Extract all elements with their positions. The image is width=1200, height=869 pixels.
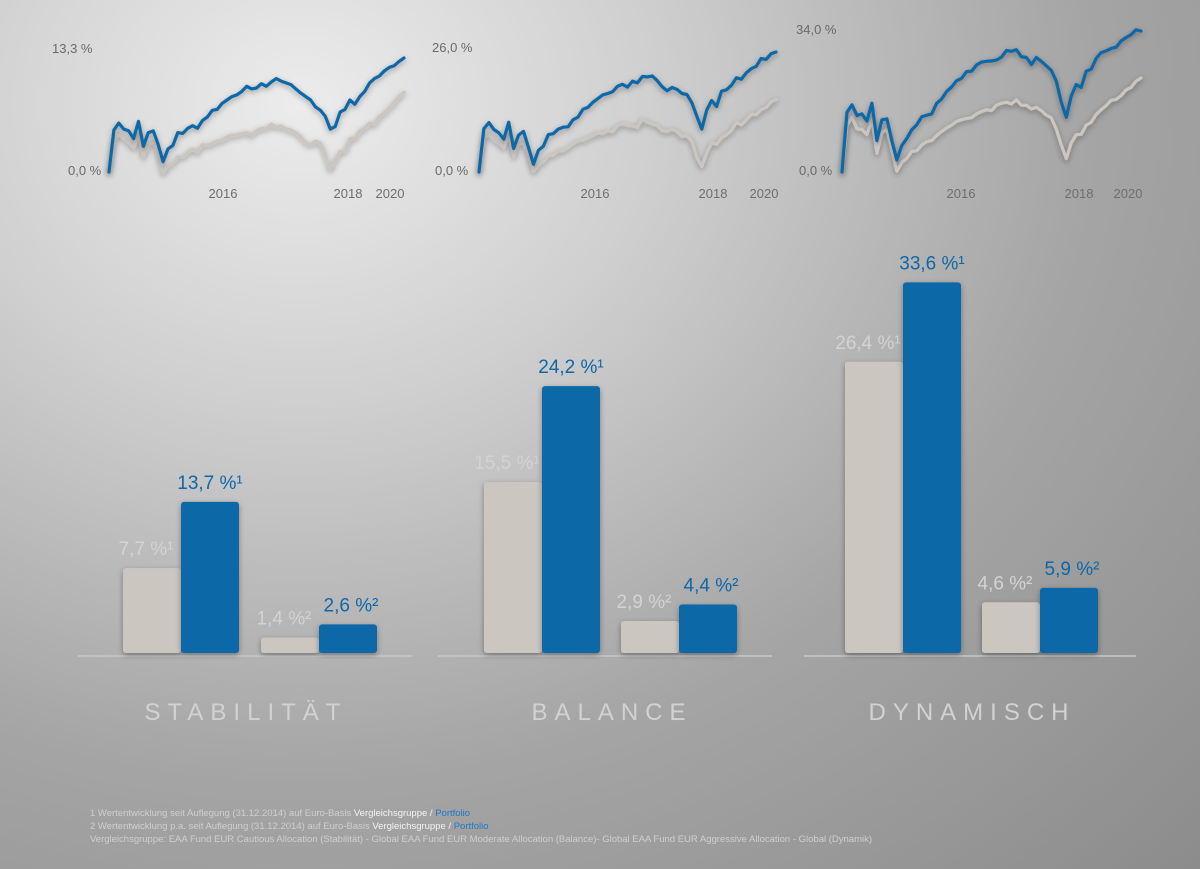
portfolio-bar bbox=[542, 386, 600, 653]
bar-value-label: 26,4 %¹ bbox=[835, 333, 900, 354]
footnote-1-portfolio: Portfolio bbox=[435, 808, 471, 819]
footnote-2: 2 Wertentwicklung p.a. seit Auflegung (3… bbox=[90, 820, 1150, 833]
portfolio-bar bbox=[181, 501, 239, 653]
y-label-max: 13,3 % bbox=[52, 41, 93, 56]
peer-group-bar bbox=[261, 637, 319, 653]
x-tick-label: 2020 bbox=[750, 186, 779, 201]
chart-1: 13,3 % 0,0 % 2016 2018 2020 7,7 %¹ 13,7 %¹ 1,4 … bbox=[52, 41, 412, 726]
x-tick-label: 2020 bbox=[376, 186, 405, 201]
x-tick-label: 2016 bbox=[581, 186, 610, 201]
bar-value-label: 13,7 %¹ bbox=[177, 473, 242, 494]
peer-group-line bbox=[477, 97, 778, 174]
chart-2: 26,0 % 0,0 % 2016 2018 2020 15,5 %¹ 24,2 %¹ 2,9… bbox=[432, 40, 778, 726]
peer-group-bar bbox=[621, 621, 679, 653]
portfolio-bar bbox=[1040, 587, 1098, 653]
bar-value-label: 33,6 %¹ bbox=[899, 253, 964, 274]
portfolio-line bbox=[840, 28, 1143, 174]
footnote-1-text: 1 Wertentwicklung seit Auflegung (31.12.… bbox=[90, 808, 354, 819]
footnote-3: Vergleichsgruppe: EAA Fund EUR Cautious … bbox=[90, 834, 873, 845]
group-label: BALANCE bbox=[531, 699, 692, 726]
footnote-2-sep: / bbox=[445, 821, 454, 832]
x-tick-label: 2020 bbox=[1114, 186, 1143, 201]
bar-value-label: 1,4 %² bbox=[257, 609, 312, 630]
bar-value-label: 2,6 %² bbox=[324, 595, 379, 616]
footnote-1-sep: / bbox=[427, 808, 436, 819]
bar-value-label: 2,9 %² bbox=[617, 592, 672, 613]
peer-group-bar bbox=[484, 482, 542, 653]
charts-layer: 13,3 % 0,0 % 2016 2018 2020 7,7 %¹ 13,7 %¹ 1,4 … bbox=[52, 22, 1143, 726]
x-tick-label: 2018 bbox=[334, 186, 363, 201]
bar-value-label: 24,2 %¹ bbox=[538, 357, 603, 378]
y-label-zero: 0,0 % bbox=[68, 163, 102, 178]
group-label: DYNAMISCH bbox=[868, 699, 1075, 726]
bar-value-label: 7,7 %¹ bbox=[119, 539, 174, 560]
footnote-1-peer: Vergleichsgruppe bbox=[353, 808, 428, 819]
y-label-zero: 0,0 % bbox=[799, 163, 833, 178]
footnote-2-text: 2 Wertentwicklung p.a. seit Auflegung (3… bbox=[90, 821, 373, 832]
x-tick-label: 2016 bbox=[947, 186, 976, 201]
peer-group-line bbox=[107, 90, 406, 175]
bar-value-label: 15,5 %¹ bbox=[474, 453, 539, 474]
portfolio-line bbox=[107, 56, 406, 174]
footnote-2-peer: Vergleichsgruppe bbox=[372, 821, 446, 832]
bar-value-label: 5,9 %² bbox=[1045, 559, 1100, 580]
chart-3: 34,0 % 0,0 % 2016 2018 2020 26,4 %¹ 33,6 %¹ 4,6… bbox=[796, 22, 1143, 726]
peer-group-bar bbox=[845, 361, 903, 653]
bar-value-label: 4,6 %² bbox=[978, 573, 1033, 594]
x-tick-label: 2016 bbox=[209, 186, 238, 201]
portfolio-bar bbox=[319, 624, 377, 653]
y-label-zero: 0,0 % bbox=[435, 163, 469, 178]
peer-group-bar bbox=[123, 568, 181, 653]
peer-group-bar bbox=[982, 602, 1040, 653]
peer-group-line bbox=[840, 76, 1143, 174]
portfolio-line bbox=[477, 50, 778, 174]
portfolio-bar bbox=[903, 282, 961, 653]
x-tick-label: 2018 bbox=[699, 186, 728, 201]
portfolio-bar bbox=[679, 604, 737, 653]
footnotes: 1 Wertentwicklung seit Auflegung (31.12.… bbox=[90, 807, 1150, 846]
group-label: STABILITÄT bbox=[145, 699, 348, 726]
footnote-1: 1 Wertentwicklung seit Auflegung (31.12.… bbox=[90, 807, 1150, 820]
bar-value-label: 4,4 %² bbox=[684, 575, 739, 596]
footnote-2-portfolio: Portfolio bbox=[453, 821, 489, 832]
x-tick-label: 2018 bbox=[1065, 186, 1094, 201]
y-label-max: 34,0 % bbox=[796, 22, 837, 37]
y-label-max: 26,0 % bbox=[432, 40, 473, 55]
